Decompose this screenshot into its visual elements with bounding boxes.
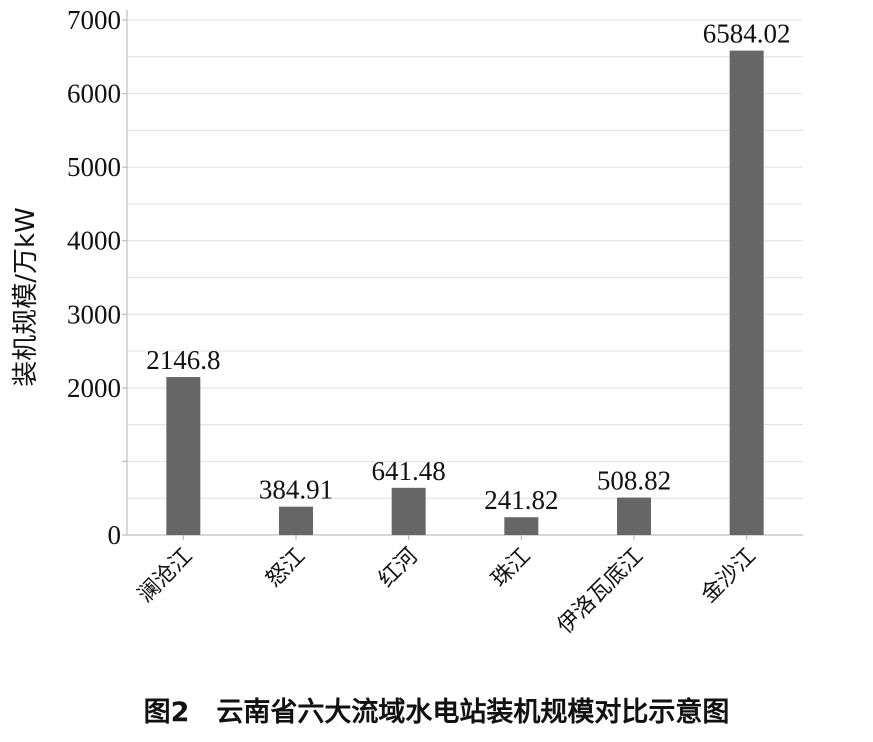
labels: 2146.8 澜沧江 384.91 怒江 641.48 红河 241.82 珠江 508.82 伊… (133, 19, 790, 639)
axes: 0 2000 3000 4000 5000 6000 7000 (67, 5, 803, 550)
x-tick-label: 金沙江 (697, 544, 761, 608)
data-label: 384.91 (259, 475, 333, 505)
bar (504, 517, 539, 535)
y-tick-label: 3000 (67, 299, 121, 329)
figure-caption: 图2 云南省六大流域水电站装机规模对比示意图 (143, 697, 730, 728)
x-tick-label: 澜沧江 (133, 544, 197, 608)
y-tick-label: 2000 (67, 373, 121, 403)
y-axis-title: 装机规模/万kW (11, 207, 41, 387)
data-label: 241.82 (484, 485, 558, 515)
y-tick-label: 7000 (67, 5, 121, 35)
bar (279, 506, 313, 535)
y-tick-label: 5000 (67, 152, 121, 182)
y-tick-label: 4000 (67, 226, 121, 256)
x-tick-label: 怒江 (261, 544, 310, 593)
bar (166, 377, 201, 535)
bars (166, 50, 764, 535)
bar (617, 497, 651, 535)
x-tick-label: 红河 (374, 544, 423, 593)
data-label: 6584.02 (703, 19, 791, 49)
bar (391, 487, 426, 535)
bar (729, 50, 764, 535)
data-label: 508.82 (597, 466, 671, 496)
x-tick-label: 珠江 (487, 544, 536, 593)
y-tick-label: 0 (108, 520, 122, 550)
x-tick-label: 伊洛瓦底江 (553, 544, 648, 639)
gridlines (127, 19, 803, 499)
y-tick-label: 6000 (67, 79, 121, 109)
data-label: 2146.8 (146, 345, 220, 375)
data-label: 641.48 (372, 456, 446, 486)
